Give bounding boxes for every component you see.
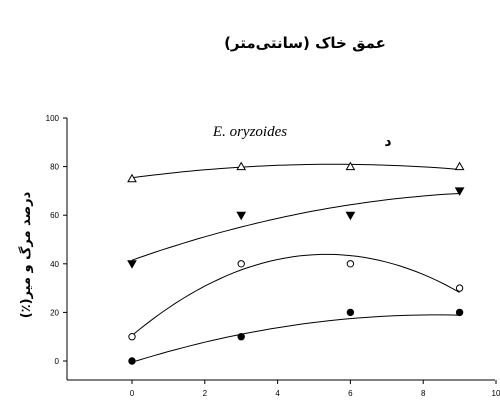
data-point — [345, 211, 356, 221]
data-point — [128, 357, 136, 365]
y-tick-label: 80 — [50, 163, 59, 172]
panel-label: د — [384, 134, 391, 150]
x-tick-label: 10 — [492, 389, 500, 398]
species-label: E. oryzoides — [212, 124, 287, 140]
axis-ticks: 0 20 40 60 80 100 0 2 4 6 8 10 — [46, 114, 500, 398]
data-points — [127, 161, 465, 365]
data-point — [127, 260, 137, 269]
data-point — [454, 187, 465, 196]
data-point — [237, 333, 245, 341]
y-tick-label: 60 — [50, 211, 59, 220]
fit-curves — [131, 163, 460, 363]
x-tick-label: 4 — [275, 389, 280, 398]
data-point — [455, 308, 464, 317]
chart-title: عمق خاک (سانتی‌متر) — [224, 34, 386, 52]
data-point — [346, 260, 355, 268]
data-point — [236, 161, 247, 171]
fit-curve — [131, 314, 460, 363]
y-tick-label: 0 — [55, 357, 60, 366]
x-tick-label: 0 — [130, 389, 135, 398]
y-axis-label: درصد مرگ و میر(٪) — [17, 191, 34, 318]
x-tick-label: 2 — [203, 389, 208, 398]
data-point — [127, 173, 137, 183]
fit-curve — [131, 163, 460, 179]
y-tick-label: 100 — [46, 114, 60, 123]
x-tick-label: 8 — [421, 389, 426, 398]
data-point — [346, 308, 355, 317]
data-point — [236, 211, 247, 221]
data-point — [237, 260, 245, 268]
data-point — [345, 161, 356, 171]
y-tick-label: 20 — [50, 308, 59, 317]
fit-curve — [131, 193, 460, 261]
data-point — [128, 333, 136, 341]
data-point — [454, 161, 465, 171]
fit-curve — [131, 253, 460, 336]
x-tick-label: 6 — [348, 389, 353, 398]
data-point — [455, 284, 464, 292]
y-tick-label: 40 — [50, 260, 59, 269]
